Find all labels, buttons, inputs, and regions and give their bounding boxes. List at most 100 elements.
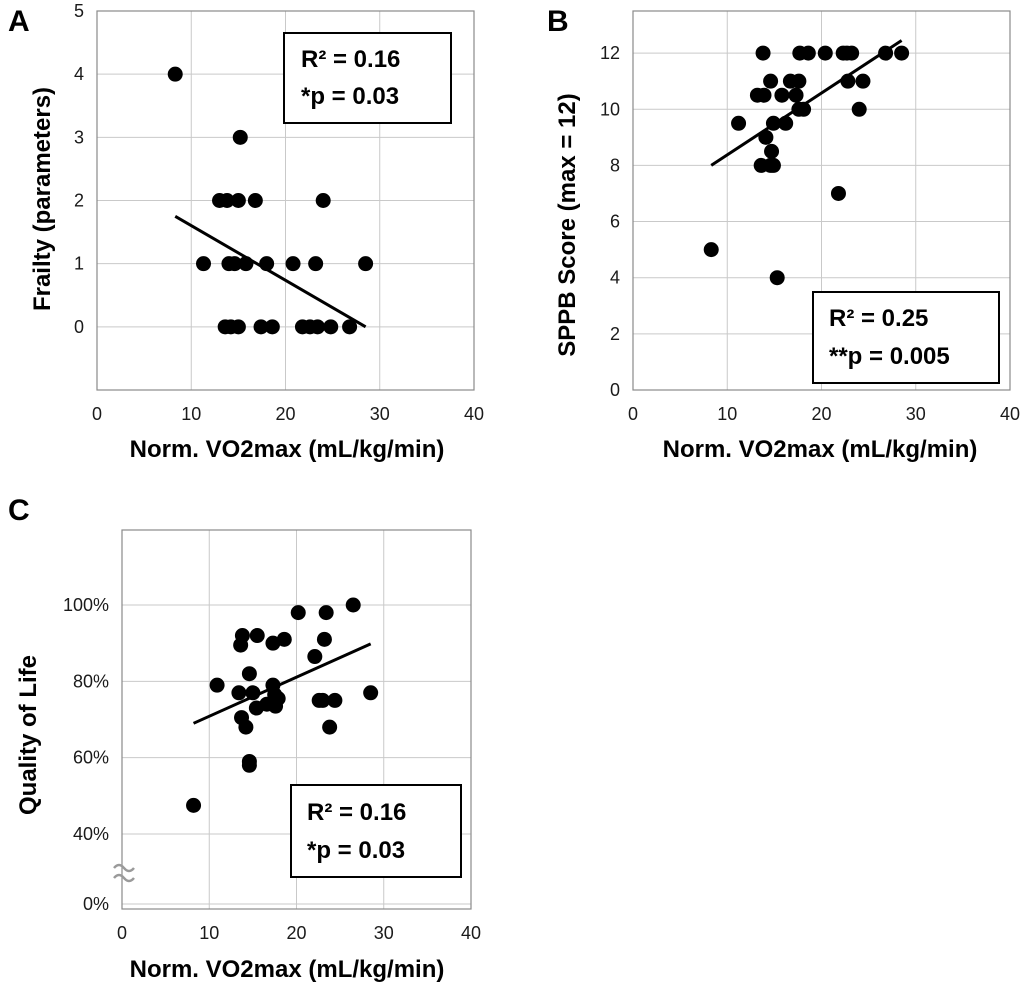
data-point-a bbox=[219, 193, 235, 208]
y-tick-label-a: 1 bbox=[74, 254, 84, 274]
x-tick-label-b: 40 bbox=[1000, 404, 1020, 424]
y-tick-label-c: 0% bbox=[83, 894, 109, 914]
y-tick-label-c: 80% bbox=[73, 671, 109, 691]
data-point-b bbox=[800, 45, 816, 61]
data-point-b bbox=[756, 87, 772, 103]
x-tick-label-a: 40 bbox=[464, 404, 484, 424]
data-point-c bbox=[307, 649, 323, 665]
data-point-a bbox=[196, 256, 212, 272]
data-point-a bbox=[253, 319, 269, 335]
data-point-c bbox=[233, 637, 249, 653]
data-point-a bbox=[308, 256, 324, 272]
panel-a: A Frailty (parameters) Norm. VO2max (mL/… bbox=[8, 1, 484, 463]
panel-b: B SPPB Score (max = 12) Norm. VO2max (mL… bbox=[547, 5, 1020, 463]
y-axis-title-c: Quality of Life bbox=[15, 655, 42, 815]
y-tick-label-a: 3 bbox=[74, 127, 84, 147]
plot-area-a: 0 10 20 30 40 0 1 2 3 4 5 bbox=[74, 1, 484, 424]
data-point-c bbox=[186, 797, 202, 813]
y-tick-label-b: 2 bbox=[610, 324, 620, 344]
data-point-a bbox=[342, 319, 358, 335]
data-point-b bbox=[894, 45, 910, 61]
data-point-b bbox=[855, 73, 871, 89]
data-point-a bbox=[247, 193, 263, 208]
data-point-a bbox=[315, 193, 331, 208]
panel-c: C Quality of Life Norm. VO2max (mL/kg/mi… bbox=[8, 494, 481, 983]
regression-line-a bbox=[174, 214, 367, 329]
data-point-c bbox=[322, 719, 338, 735]
data-point-a bbox=[285, 256, 301, 272]
data-point-c bbox=[316, 631, 332, 647]
panel-letter-c: C bbox=[8, 494, 30, 527]
panel-letter-b: B bbox=[547, 5, 569, 38]
data-point-c bbox=[241, 753, 257, 769]
x-axis-title-a: Norm. VO2max (mL/kg/min) bbox=[130, 436, 445, 463]
y-tick-label-a: 2 bbox=[74, 191, 84, 211]
y-tick-label-b: 0 bbox=[610, 380, 620, 400]
data-point-b bbox=[774, 87, 790, 103]
p-value-label-c: *p = 0.03 bbox=[307, 837, 405, 864]
panel-letter-a: A bbox=[8, 5, 30, 38]
y-tick-label-c: 40% bbox=[73, 824, 109, 844]
x-tick-label-c: 40 bbox=[461, 923, 481, 943]
data-point-a bbox=[230, 319, 246, 335]
data-point-a bbox=[167, 66, 183, 82]
data-point-c bbox=[318, 605, 334, 621]
stats-box-c bbox=[290, 784, 462, 878]
data-point-c bbox=[231, 685, 247, 701]
x-tick-label-b: 20 bbox=[811, 404, 831, 424]
data-point-b bbox=[791, 73, 807, 89]
r-squared-label-b: R² = 0.25 bbox=[829, 305, 928, 332]
plot-area-b: 0 10 20 30 40 0 2 4 6 8 10 12 bbox=[600, 10, 1020, 424]
plot-frame-c bbox=[121, 529, 472, 910]
data-point-b bbox=[830, 185, 846, 201]
data-point-b bbox=[703, 242, 719, 258]
stats-box-b bbox=[812, 291, 1000, 384]
r-squared-label-c: R² = 0.16 bbox=[307, 799, 406, 826]
y-tick-label-b: 12 bbox=[600, 43, 620, 63]
stats-box-a bbox=[283, 32, 452, 124]
plot-area-c: 0 10 20 30 40 0% 40% 60% 80% 100% bbox=[63, 529, 481, 943]
x-tick-label-b: 0 bbox=[628, 404, 638, 424]
data-point-c bbox=[363, 685, 379, 701]
data-point-a bbox=[310, 319, 326, 335]
regression-line-c bbox=[192, 642, 372, 725]
x-tick-label-c: 30 bbox=[374, 923, 394, 943]
x-tick-label-c: 20 bbox=[286, 923, 306, 943]
x-tick-label-c: 10 bbox=[199, 923, 219, 943]
r-squared-label-a: R² = 0.16 bbox=[301, 46, 400, 73]
data-point-b bbox=[755, 45, 771, 61]
data-point-b bbox=[788, 87, 804, 103]
data-point-c bbox=[241, 666, 257, 682]
x-tick-label-b: 10 bbox=[717, 404, 737, 424]
data-point-b bbox=[731, 115, 747, 131]
x-tick-label-c: 0 bbox=[117, 923, 127, 943]
data-point-a bbox=[323, 319, 339, 335]
p-value-label-b: **p = 0.005 bbox=[829, 343, 950, 370]
data-point-a bbox=[232, 129, 248, 145]
y-axis-title-a: Frailty (parameters) bbox=[29, 87, 56, 311]
x-tick-label-a: 30 bbox=[370, 404, 390, 424]
data-point-c bbox=[315, 692, 331, 708]
y-tick-label-b: 4 bbox=[610, 268, 620, 288]
data-point-c bbox=[209, 677, 225, 693]
regression-line-b bbox=[710, 39, 903, 167]
y-tick-label-a: 5 bbox=[74, 1, 84, 21]
data-point-c bbox=[270, 691, 286, 707]
data-point-c bbox=[345, 597, 361, 613]
y-axis-title-b: SPPB Score (max = 12) bbox=[554, 93, 581, 356]
data-point-c bbox=[276, 631, 292, 647]
x-tick-label-a: 10 bbox=[181, 404, 201, 424]
data-point-b bbox=[817, 45, 833, 61]
data-point-b bbox=[763, 73, 779, 89]
y-tick-label-c: 100% bbox=[63, 595, 109, 615]
data-point-c bbox=[327, 692, 343, 708]
data-point-a bbox=[227, 256, 243, 272]
x-axis-title-c: Norm. VO2max (mL/kg/min) bbox=[130, 956, 445, 983]
y-tick-label-a: 4 bbox=[74, 64, 84, 84]
data-point-c bbox=[238, 719, 254, 735]
y-tick-label-b: 10 bbox=[600, 99, 620, 119]
x-tick-label-a: 20 bbox=[275, 404, 295, 424]
x-tick-label-a: 0 bbox=[92, 404, 102, 424]
p-value-label-a: *p = 0.03 bbox=[301, 83, 399, 110]
